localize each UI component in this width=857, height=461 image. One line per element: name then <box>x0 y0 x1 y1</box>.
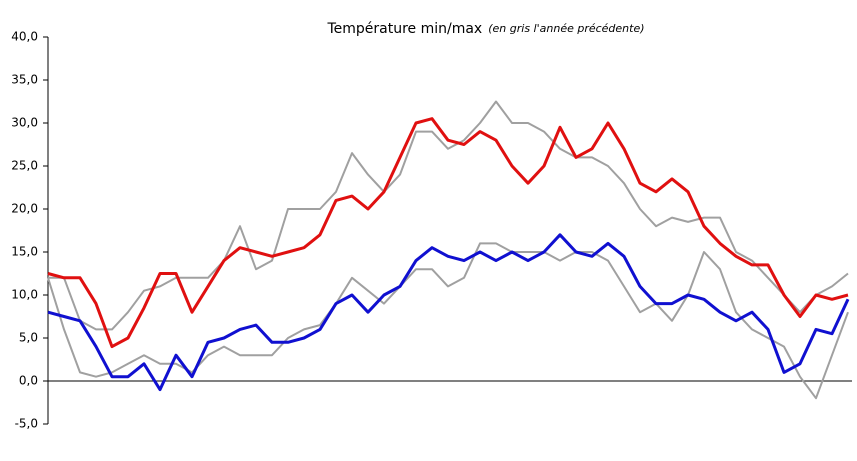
chart-title: Température min/max <box>326 21 482 37</box>
series-line <box>48 100 849 331</box>
y-tick-label: 20,0 <box>11 202 38 216</box>
y-tick-label: 35,0 <box>11 73 38 87</box>
series-line <box>47 117 849 349</box>
y-tick-label: 25,0 <box>11 159 38 173</box>
y-tick-label: 5,0 <box>19 331 38 345</box>
chart-subtitle: (en gris l'année précédente) <box>488 22 644 35</box>
series-line <box>47 242 849 400</box>
chart-heading: Température min/max (en gris l'année préc… <box>326 21 644 37</box>
y-tick-label: 40,0 <box>11 30 38 44</box>
y-tick-label: -5,0 <box>15 417 38 431</box>
series-line <box>47 233 850 392</box>
y-tick-label: 10,0 <box>11 288 38 302</box>
y-tick-label: 0,0 <box>19 374 38 388</box>
y-tick-label: 30,0 <box>11 116 38 130</box>
y-tick-label: 15,0 <box>11 245 38 259</box>
